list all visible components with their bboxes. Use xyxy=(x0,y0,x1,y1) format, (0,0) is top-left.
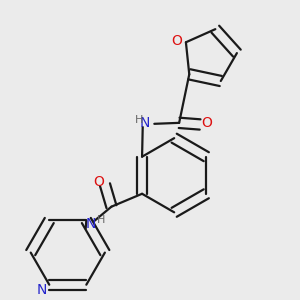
Text: O: O xyxy=(93,175,104,188)
Text: O: O xyxy=(201,116,212,130)
Text: N: N xyxy=(140,116,151,130)
Text: N: N xyxy=(37,283,47,296)
Text: H: H xyxy=(135,115,144,124)
Text: N: N xyxy=(85,218,96,231)
Text: O: O xyxy=(171,34,182,48)
Text: H: H xyxy=(97,215,105,225)
